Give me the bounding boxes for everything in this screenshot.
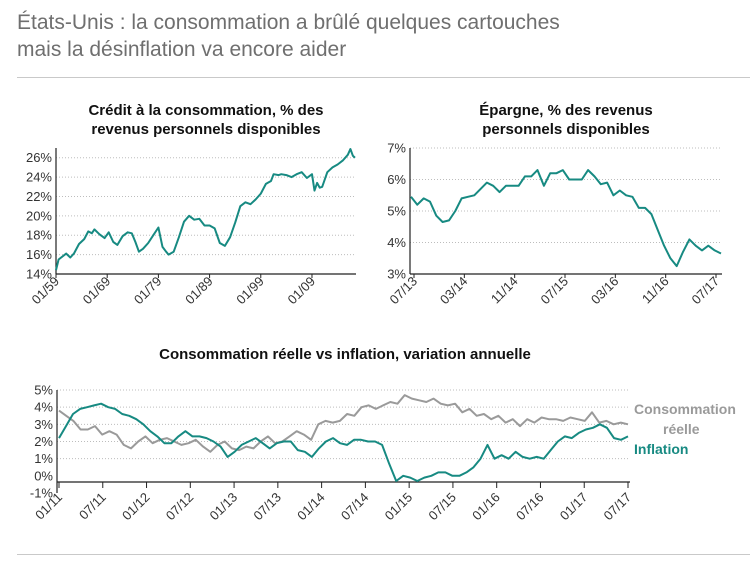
consumption-y-tick-label: 4%: [34, 400, 53, 415]
savings-x-tick-label: 03/14: [437, 274, 471, 308]
savings-y-tick-label: 4%: [387, 235, 406, 250]
savings-x-tick-label: 07/15: [538, 274, 572, 308]
consumption-y-tick-label: 0%: [34, 468, 53, 483]
credit-y-tick-label: 20%: [26, 208, 52, 223]
legend-inflation: Inflation: [634, 441, 688, 457]
consumption-y-tick-label: 5%: [34, 383, 53, 398]
page-title-line1: États-Unis : la consommation a brûlé que…: [17, 11, 560, 34]
credit-x-tick-label: 01/79: [131, 274, 165, 308]
consumption-chart-title: Consommation réelle vs inflation, variat…: [159, 346, 531, 363]
savings-x-tick-label: 11/16: [639, 274, 672, 307]
page-title-line2: mais la désinflation va encore aider: [17, 38, 347, 61]
bottom-divider: [17, 554, 750, 555]
savings-series-line: [410, 169, 722, 268]
consumption-x-tick-label: 07/17: [601, 490, 635, 524]
savings-x-tick-label: 07/17: [689, 274, 723, 308]
credit-y-tick-label: 18%: [26, 228, 52, 243]
savings-chart-title-line2: personnels disponibles: [482, 121, 650, 138]
savings-chart: Épargne, % des revenus personnels dispon…: [387, 102, 723, 307]
page-title: États-Unis : la consommation a brûlé que…: [17, 9, 560, 63]
consumption-x-tick-label: 01/17: [557, 490, 591, 524]
consumption-y-tick-label: 1%: [34, 451, 53, 466]
credit-x-tick-label: 01/09: [284, 274, 318, 308]
savings-x-tick-label: 11/14: [488, 274, 521, 307]
credit-y-tick-label: 16%: [26, 247, 52, 262]
consumption-y-tick-label: 2%: [34, 434, 53, 449]
savings-y-tick-label: 7%: [387, 141, 406, 156]
savings-x-tick-label: 03/16: [588, 274, 622, 308]
consumption-x-tick-label: 07/15: [425, 490, 459, 524]
consumption-x-tick-label: 07/12: [163, 490, 197, 524]
credit-y-tick-label: 24%: [26, 170, 52, 185]
savings-y-tick-label: 6%: [387, 172, 406, 187]
credit-x-tick-label: 01/69: [80, 274, 114, 308]
consumption-x-tick-label: 07/16: [513, 490, 547, 524]
credit-x-tick-label: 01/89: [182, 274, 216, 308]
credit-y-tick-label: 14%: [26, 267, 52, 282]
inflation-series-line: [58, 402, 629, 482]
real-consumption-series-line: [58, 394, 629, 453]
consumption-x-tick-label: 01/15: [382, 490, 416, 524]
credit-chart: Crédit à la consommation, % des revenus …: [26, 102, 356, 307]
savings-y-tick-label: 5%: [387, 204, 406, 219]
consumption-inflation-chart: Consommation réelle vs inflation, variat…: [30, 346, 736, 523]
credit-chart-title-line1: Crédit à la consommation, % des: [88, 102, 323, 119]
credit-y-tick-label: 26%: [26, 150, 52, 165]
savings-y-tick-label: 3%: [387, 267, 406, 282]
consumption-x-tick-label: 01/13: [207, 490, 241, 524]
credit-series-line: [55, 148, 356, 271]
consumption-x-tick-label: 07/11: [76, 490, 109, 523]
consumption-x-tick-label: 07/13: [250, 490, 284, 524]
consumption-y-tick-label: -1%: [30, 486, 54, 501]
legend-real-consumption-line2: réelle: [663, 421, 700, 437]
consumption-x-tick-label: 01/14: [294, 490, 328, 524]
legend-real-consumption-line1: Consommation: [634, 401, 736, 417]
savings-chart-title-line1: Épargne, % des revenus: [479, 102, 652, 119]
consumption-y-tick-label: 3%: [34, 417, 53, 432]
credit-chart-title-line2: revenus personnels disponibles: [91, 121, 320, 138]
top-divider: [17, 77, 750, 78]
consumption-x-tick-label: 01/16: [469, 490, 503, 524]
consumption-x-tick-label: 07/14: [338, 490, 372, 524]
consumption-x-tick-label: 01/12: [119, 490, 153, 524]
credit-x-tick-label: 01/99: [233, 274, 267, 308]
credit-y-tick-label: 22%: [26, 189, 52, 204]
